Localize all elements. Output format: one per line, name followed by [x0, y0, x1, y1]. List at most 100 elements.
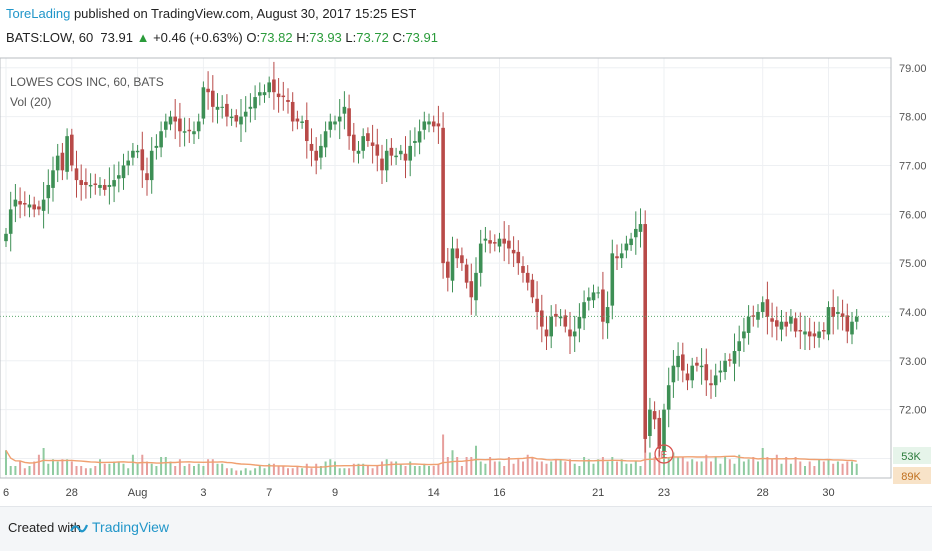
- volume-bar: [522, 461, 524, 475]
- candle-body: [84, 182, 88, 185]
- candle-body: [582, 302, 586, 319]
- price-chart[interactable]: E 79.00 78.00 77.00 76.00 75.00 74.00 73.00 72.…: [0, 0, 932, 506]
- tradingview-logo-icon[interactable]: [70, 519, 88, 537]
- candle-body: [850, 321, 854, 335]
- candle-body: [319, 145, 323, 158]
- candle-body: [455, 248, 459, 259]
- candle-body: [483, 238, 488, 241]
- earnings-label: E: [661, 450, 668, 461]
- volume-bar: [719, 463, 722, 475]
- candle-body: [657, 417, 662, 449]
- volume-bar: [841, 463, 844, 475]
- candle-body: [281, 95, 286, 98]
- volume-bar: [409, 461, 412, 475]
- candle-body: [591, 292, 596, 301]
- volume-bar: [493, 461, 496, 475]
- candle-body: [798, 330, 803, 332]
- candle-body: [619, 253, 624, 259]
- volume-bar: [663, 448, 665, 475]
- volume-bar: [225, 468, 228, 475]
- candle-body: [126, 160, 130, 166]
- volume-bar: [804, 466, 806, 475]
- candle-body: [671, 365, 676, 383]
- candle-body: [131, 150, 135, 158]
- candle-body: [446, 261, 450, 278]
- candle-body: [399, 150, 403, 155]
- time-axis[interactable]: 6 28 Aug 3 7 9 14 16 21 23 28 30: [3, 487, 835, 499]
- volume-bar: [272, 463, 275, 475]
- candle-body: [145, 173, 149, 181]
- earnings-marker[interactable]: E: [654, 444, 674, 464]
- volume-bar: [47, 463, 50, 475]
- volume-bar: [846, 461, 849, 475]
- volume-bar: [592, 463, 595, 475]
- candle-body: [295, 118, 300, 122]
- candle-body: [544, 329, 549, 337]
- tradingview-link[interactable]: TradingView: [92, 519, 170, 535]
- y-tick-label: 73.00: [899, 356, 927, 368]
- x-tick-label: 28: [757, 487, 769, 499]
- volume-bar: [710, 461, 712, 475]
- candle-body: [60, 152, 65, 171]
- volume-bar: [728, 459, 731, 475]
- candle-body: [666, 385, 671, 410]
- candle-body: [765, 299, 770, 317]
- candle-body: [196, 121, 201, 132]
- volume-bar: [423, 463, 426, 475]
- volume-bar: [752, 457, 755, 475]
- x-tick-label: 21: [592, 487, 604, 499]
- candle-body: [610, 253, 615, 306]
- volume-bar: [94, 466, 97, 475]
- volume-bar: [70, 461, 73, 475]
- candle-body: [601, 289, 605, 322]
- candle-body: [51, 170, 55, 188]
- candle-body: [361, 136, 365, 151]
- candle-body: [211, 90, 215, 107]
- volume-bar: [404, 466, 407, 475]
- volume-bar: [564, 461, 567, 475]
- volume-bar: [437, 463, 440, 475]
- volume-bar: [84, 468, 87, 475]
- volume-bar: [658, 450, 661, 475]
- y-tick-label: 79.00: [899, 63, 927, 75]
- volume-bar: [554, 459, 557, 475]
- x-tick-label: 7: [266, 487, 272, 499]
- candle-body: [32, 204, 36, 210]
- volume-bar: [399, 463, 402, 475]
- y-tick-label: 74.00: [899, 307, 927, 319]
- candle-body: [638, 224, 643, 232]
- volume-bar: [160, 457, 163, 475]
- candle-body: [831, 307, 835, 317]
- volume-bar: [75, 466, 78, 475]
- candle-body: [352, 134, 356, 151]
- volume-bar: [296, 466, 299, 475]
- author-link[interactable]: ToreLading: [6, 6, 71, 21]
- low-value: 73.72: [356, 30, 389, 45]
- candle-body: [13, 199, 18, 207]
- candle-body: [826, 307, 831, 335]
- volume-bar: [644, 432, 647, 475]
- volume-bar: [150, 463, 153, 475]
- candle-body: [629, 238, 633, 246]
- candle-body: [4, 233, 8, 242]
- volume-bar: [42, 448, 45, 475]
- volume-bar: [254, 468, 257, 475]
- candle-body: [695, 362, 699, 366]
- volume-bar: [193, 466, 195, 475]
- candle-body: [521, 266, 525, 273]
- volume-bar: [80, 466, 83, 475]
- price-axis[interactable]: 79.00 78.00 77.00 76.00 75.00 74.00 73.00 72.00…: [893, 63, 931, 484]
- volume-bar: [381, 461, 383, 475]
- volume-bar: [827, 459, 830, 475]
- volume-bar: [249, 470, 252, 475]
- volume-bar: [648, 452, 651, 475]
- candle-body: [262, 92, 267, 96]
- candle-body: [65, 136, 69, 172]
- candle-body: [356, 150, 361, 154]
- volume-bar: [620, 459, 623, 475]
- candle-body: [220, 106, 224, 108]
- earnings-circle: [654, 444, 674, 464]
- volume-bar: [413, 466, 416, 475]
- created-with-text: Created with: [8, 520, 81, 535]
- candle-body: [535, 298, 539, 312]
